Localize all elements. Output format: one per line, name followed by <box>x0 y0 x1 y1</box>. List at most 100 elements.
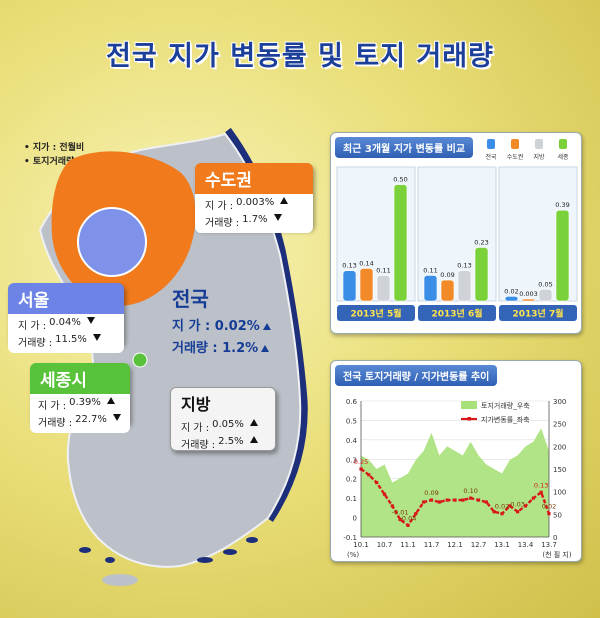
land-change-point <box>453 498 457 502</box>
y-right-tick-label: 200 <box>553 443 566 451</box>
land-change-point <box>461 498 465 502</box>
bar-value-label: 0.02 <box>504 287 518 295</box>
y-right-tick-label: 0 <box>553 534 557 542</box>
bar-value-label: 0.11 <box>423 266 437 274</box>
bar-legend-label: 세종 <box>557 153 569 161</box>
card-sejong: 세종시 지 가 : 0.39% 거래량 : 22.7% <box>30 363 130 433</box>
land-change-point <box>398 517 402 522</box>
island <box>197 557 213 563</box>
land-change-point <box>547 512 551 516</box>
bar-chart-panel: 최근 3개월 지가 변동률 비교 전국 수도권 지방 세종 0.13 0.14 0.11 0.… <box>330 132 582 334</box>
land-change-point <box>406 523 410 527</box>
x-tick-label: 13.7 <box>541 541 557 549</box>
card-seoul-land: 지 가 : 0.04% <box>8 316 124 333</box>
land-change-point <box>508 504 512 508</box>
land-change-point <box>516 510 520 514</box>
bar-value-label: 0.09 <box>440 271 454 279</box>
card-sejong-land: 지 가 : 0.39% <box>30 396 130 413</box>
y-right-tick-label: 250 <box>553 421 566 429</box>
land-change-point <box>375 481 379 485</box>
line-chart-panel: 전국 토지거래량 / 지가변동률 추이 0.6 0.5 0.4 0.3 0.2 0.1 0-… <box>330 360 582 562</box>
y-right-unit: (천 필 지) <box>542 550 572 559</box>
bar-value-label: 0.11 <box>376 266 390 274</box>
card-local: 지방 지 가 : 0.05% 거래량 : 2.5% <box>170 387 276 451</box>
card-capital: 수도권 지 가 : 0.003% 거래량 : 1.7% <box>195 163 313 233</box>
card-seoul-title: 서울 <box>18 291 50 311</box>
y-left-tick-label: 0.3 <box>346 456 357 464</box>
y-right-tick-label: 100 <box>553 489 566 497</box>
island <box>79 547 91 553</box>
x-tick-label: 13.4 <box>518 541 534 549</box>
bar-value-label: 0.13 <box>457 262 471 270</box>
card-sejong-title: 세종시 <box>40 371 87 391</box>
card-capital-land: 지 가 : 0.003% <box>195 196 313 213</box>
y-left-tick-label: 0.2 <box>346 476 357 484</box>
legend-line-label: 지가변동률_좌축 <box>481 415 530 424</box>
y-left-tick-label: -0.1 <box>343 534 357 542</box>
card-sejong-trade: 거래량 : 22.7% <box>30 413 130 430</box>
sejong-dot <box>132 352 148 368</box>
seoul-area <box>77 207 147 277</box>
land-change-point <box>539 490 543 494</box>
y-right-tick-label: 50 <box>553 511 562 519</box>
bar-legend-swatch <box>535 139 543 149</box>
y-left-tick-label: 0.4 <box>346 437 358 445</box>
jeju-island <box>102 574 138 586</box>
bar <box>359 268 374 302</box>
land-change-point <box>382 492 387 496</box>
x-tick-label: 11.1 <box>400 541 416 549</box>
bar <box>440 279 455 302</box>
land-change-label: 0.10 <box>463 487 477 495</box>
bar-legend-swatch <box>487 139 495 149</box>
bar-value-label: 0.50 <box>393 176 407 184</box>
bar <box>393 184 408 302</box>
bar <box>474 247 489 302</box>
land-change-label: 0.02 <box>542 503 556 511</box>
x-tick-label: 10.1 <box>353 541 369 549</box>
y-left-tick-label: 0.5 <box>346 417 357 425</box>
y-left-tick-label: 0.1 <box>346 495 357 503</box>
land-change-point <box>414 512 418 516</box>
card-local-land: 지 가 : 0.05% <box>171 418 275 435</box>
land-change-point <box>367 473 371 477</box>
x-tick-label: 10.7 <box>377 541 393 549</box>
card-capital-trade: 거래량 : 1.7% <box>195 213 313 230</box>
y-left-unit: (%) <box>347 551 359 559</box>
bar-legend-label: 전국 <box>485 153 497 161</box>
legend-area-label: 토지거래량_우축 <box>481 401 530 410</box>
land-change-label: 0.03 <box>510 501 524 509</box>
land-change-point <box>437 500 441 504</box>
island <box>246 537 258 543</box>
bar <box>504 296 519 302</box>
y-left-tick-label: 0.6 <box>346 398 358 406</box>
island <box>105 557 115 563</box>
land-change-point <box>445 498 449 502</box>
bar-value-label: 0.23 <box>474 238 488 246</box>
bar-legend-label: 지방 <box>533 153 545 161</box>
card-local-title: 지방 <box>181 395 211 414</box>
y-left-tick-label: 0 <box>353 515 357 523</box>
bar-chart-title: 최근 3개월 지가 변동률 비교 <box>335 137 474 158</box>
nation-title: 전국 <box>172 287 209 311</box>
y-right-tick-label: 150 <box>553 466 566 474</box>
land-change-point <box>359 467 363 471</box>
page-title: 전국 지가 변동률 및 토지 거래량 <box>106 41 494 72</box>
nation-trade: 거래량 : 1.2% <box>172 337 271 356</box>
korea-map <box>38 127 308 586</box>
land-change-point <box>476 498 481 502</box>
nation-land: 지 가 : 0.02% <box>172 315 271 334</box>
line-chart: 0.60.50.40.30.20.10-0.130025020015010050… <box>343 398 572 559</box>
note-land-price: • 지가 : 전월비 <box>24 143 85 153</box>
land-change-point <box>422 500 426 504</box>
bar-legend-swatch <box>559 139 567 149</box>
bar-legend-label: 수도권 <box>507 153 524 161</box>
bar-group-label-bg <box>418 305 496 321</box>
bar <box>342 270 357 302</box>
x-tick-label: 12.1 <box>447 541 463 549</box>
land-change-label: -0.04 <box>400 514 417 522</box>
bar-value-label: 0.003 <box>519 290 538 298</box>
land-change-point <box>429 498 434 502</box>
bar-group-label-bg <box>337 305 415 321</box>
x-tick-label: 12.7 <box>471 541 487 549</box>
